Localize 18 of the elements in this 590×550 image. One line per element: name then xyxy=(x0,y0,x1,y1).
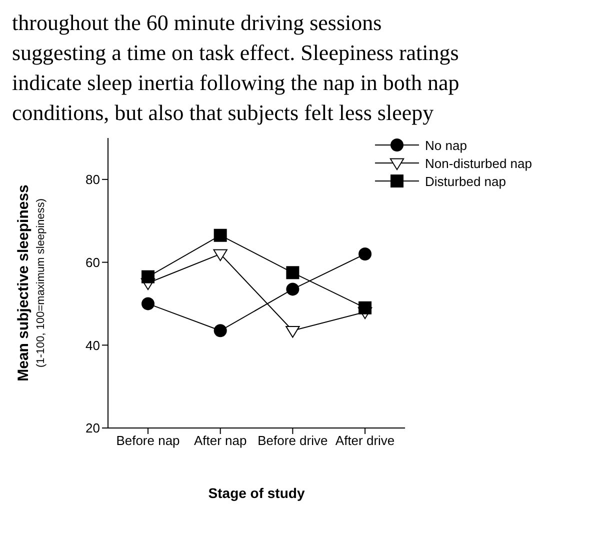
y-tick-label: 40 xyxy=(86,338,100,353)
y-tick-label: 80 xyxy=(86,172,100,188)
text: suggesting a time on task effect. Sleepiness ratings xyxy=(12,39,460,67)
legend-label: Non-disturbed nap xyxy=(425,156,532,170)
text: (1-100, 100=maximum sleepiness) xyxy=(35,198,47,368)
y-tick-label: 20 xyxy=(86,420,100,436)
legend-label: No nap xyxy=(425,138,467,152)
x-axis-title: Stage of study xyxy=(208,484,305,501)
legend-label: Disturbed nap xyxy=(425,174,506,188)
y-axis-title: Mean subjective sleepiness xyxy=(15,184,32,382)
text: throughout the 60 minute driving sessions xyxy=(12,9,383,37)
x-tick-label: After drive xyxy=(335,433,395,448)
x-tick-label: After nap xyxy=(194,433,247,448)
x-tick-label: Before drive xyxy=(258,433,328,448)
text: conditions, but also that subjects felt less sleepy xyxy=(12,99,435,127)
x-tick-label: Before nap xyxy=(116,433,180,448)
text: indicate sleep inertia following the nap in both nap xyxy=(12,69,460,97)
y-tick-label: 60 xyxy=(86,254,100,270)
